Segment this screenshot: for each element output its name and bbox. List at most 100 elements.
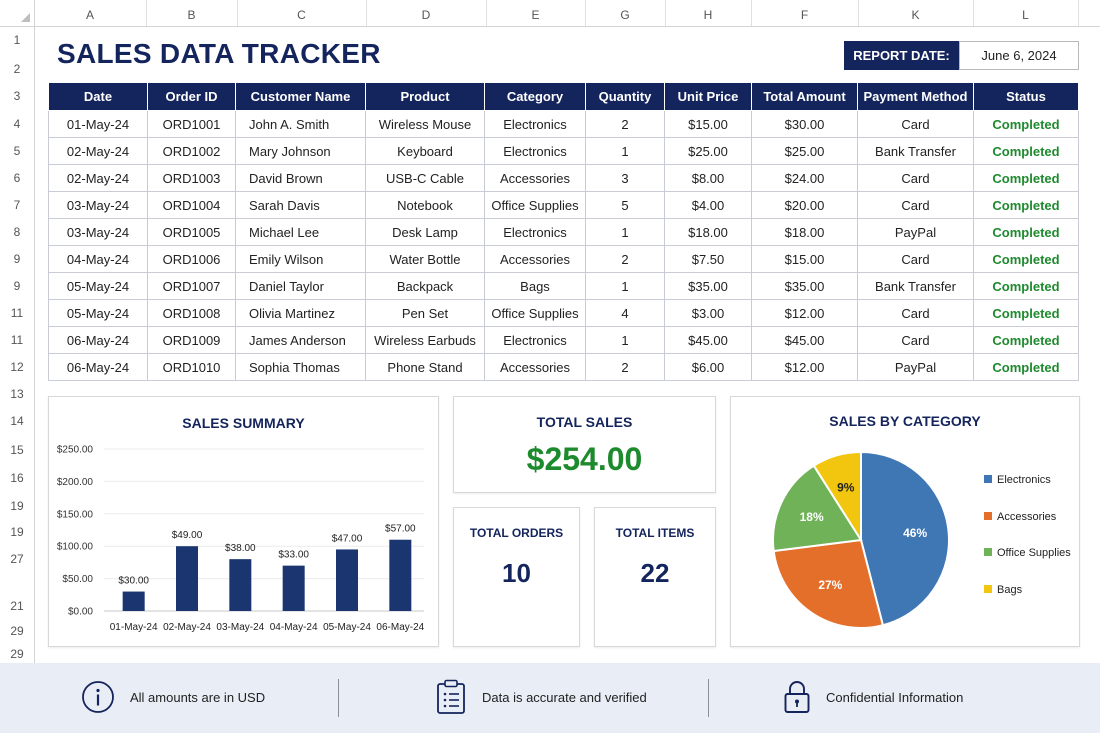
row-header-18[interactable]: 19 [10,499,24,513]
report-date-value[interactable]: June 6, 2024 [959,41,1079,70]
col-header-product[interactable]: Product [365,82,485,111]
cell-quantity[interactable]: 3 [585,164,665,192]
cell-quantity[interactable]: 2 [585,110,665,138]
cell-customer-name[interactable]: James Anderson [235,326,366,354]
cell-quantity[interactable]: 5 [585,191,665,219]
column-header-d[interactable]: D [366,0,487,26]
row-header-23[interactable]: 29 [10,647,24,661]
row-header-5[interactable]: 5 [13,144,21,158]
cell-product[interactable]: Phone Stand [365,353,485,381]
cell-total-amount[interactable]: $45.00 [751,326,858,354]
cell-customer-name[interactable]: David Brown [235,164,366,192]
cell-total-amount[interactable]: $18.00 [751,218,858,246]
cell-category[interactable]: Electronics [484,218,586,246]
cell-quantity[interactable]: 1 [585,326,665,354]
pie-slice[interactable] [772,464,863,553]
pie-slice[interactable] [772,538,885,629]
cell-date[interactable]: 01-May-24 [48,110,148,138]
cell-order-id[interactable]: ORD1002 [147,137,236,165]
cell-date[interactable]: 05-May-24 [48,299,148,327]
row-header-22[interactable]: 29 [10,624,24,638]
row-header-6[interactable]: 6 [13,171,21,185]
cell-category[interactable]: Accessories [484,164,586,192]
cell-order-id[interactable]: ORD1007 [147,272,236,300]
cell-payment-method[interactable]: Card [857,245,974,273]
column-header-e[interactable]: E [486,0,586,26]
cell-date[interactable]: 06-May-24 [48,326,148,354]
cell-status[interactable]: Completed [973,164,1079,192]
row-header-9[interactable]: 9 [13,252,21,266]
cell-status[interactable]: Completed [973,191,1079,219]
cell-payment-method[interactable]: Card [857,110,974,138]
row-header-17[interactable]: 16 [10,471,24,485]
cell-quantity[interactable]: 2 [585,353,665,381]
pie-slice[interactable] [860,450,950,627]
cell-payment-method[interactable]: Card [857,191,974,219]
cell-order-id[interactable]: ORD1004 [147,191,236,219]
bar[interactable] [336,549,358,611]
col-header-customer-name[interactable]: Customer Name [235,82,366,111]
cell-total-amount[interactable]: $35.00 [751,272,858,300]
row-header-10[interactable]: 9 [13,279,21,293]
row-header-4[interactable]: 4 [13,117,21,131]
cell-date[interactable]: 02-May-24 [48,164,148,192]
select-all-corner[interactable] [0,0,35,26]
col-header-payment-method[interactable]: Payment Method [857,82,974,111]
row-header-7[interactable]: 7 [13,198,21,212]
cell-total-amount[interactable]: $25.00 [751,137,858,165]
column-header-a[interactable]: A [34,0,147,26]
cell-unit-price[interactable]: $3.00 [664,299,752,327]
cell-customer-name[interactable]: Emily Wilson [235,245,366,273]
cell-payment-method[interactable]: Card [857,326,974,354]
column-header-k[interactable]: K [858,0,974,26]
row-header-11[interactable]: 11 [10,306,24,320]
cell-product[interactable]: Wireless Earbuds [365,326,485,354]
cell-product[interactable]: Notebook [365,191,485,219]
cell-order-id[interactable]: ORD1009 [147,326,236,354]
cell-category[interactable]: Accessories [484,245,586,273]
cell-status[interactable]: Completed [973,326,1079,354]
row-header-13[interactable]: 12 [10,360,24,374]
cell-product[interactable]: Pen Set [365,299,485,327]
col-header-total-amount[interactable]: Total Amount [751,82,858,111]
cell-unit-price[interactable]: $45.00 [664,326,752,354]
bar[interactable] [282,565,305,611]
row-header-14[interactable]: 13 [10,387,24,401]
column-header-h[interactable]: H [665,0,752,26]
cell-payment-method[interactable]: PayPal [857,353,974,381]
cell-customer-name[interactable]: John A. Smith [235,110,366,138]
cell-quantity[interactable]: 2 [585,245,665,273]
column-header-b[interactable]: B [146,0,238,26]
cell-product[interactable]: USB-C Cable [365,164,485,192]
pie-slice[interactable] [812,450,862,544]
cell-product[interactable]: Wireless Mouse [365,110,485,138]
cell-product[interactable]: Desk Lamp [365,218,485,246]
cell-order-id[interactable]: ORD1008 [147,299,236,327]
cell-total-amount[interactable]: $20.00 [751,191,858,219]
cell-date[interactable]: 02-May-24 [48,137,148,165]
cell-unit-price[interactable]: $25.00 [664,137,752,165]
row-header-1[interactable]: 1 [13,33,21,47]
column-header-g[interactable]: G [585,0,666,26]
cell-order-id[interactable]: ORD1005 [147,218,236,246]
cell-customer-name[interactable]: Olivia Martinez [235,299,366,327]
cell-payment-method[interactable]: Card [857,299,974,327]
row-header-20[interactable]: 27 [10,552,24,566]
cell-status[interactable]: Completed [973,299,1079,327]
cell-category[interactable]: Bags [484,272,586,300]
cell-total-amount[interactable]: $12.00 [751,353,858,381]
cell-date[interactable]: 03-May-24 [48,191,148,219]
row-header-19[interactable]: 19 [10,525,24,539]
cell-customer-name[interactable]: Sarah Davis [235,191,366,219]
cell-status[interactable]: Completed [973,245,1079,273]
row-header-15[interactable]: 14 [10,414,24,428]
cell-category[interactable]: Office Supplies [484,191,586,219]
cell-category[interactable]: Electronics [484,110,586,138]
cell-unit-price[interactable]: $15.00 [664,110,752,138]
cell-order-id[interactable]: ORD1006 [147,245,236,273]
row-header-16[interactable]: 15 [10,443,24,457]
cell-unit-price[interactable]: $7.50 [664,245,752,273]
row-header-2[interactable]: 2 [13,62,21,76]
cell-date[interactable]: 03-May-24 [48,218,148,246]
col-header-category[interactable]: Category [484,82,586,111]
